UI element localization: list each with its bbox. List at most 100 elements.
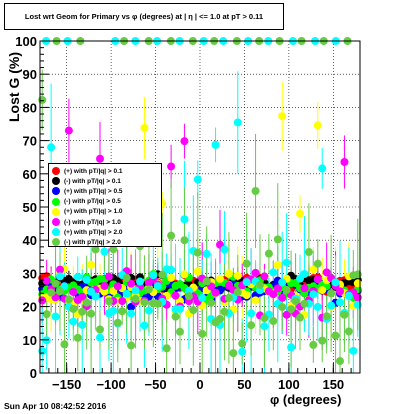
y-tick-label: 40 bbox=[23, 233, 37, 248]
legend-marker bbox=[52, 197, 60, 206]
legend-marker bbox=[52, 207, 60, 216]
data-point bbox=[287, 305, 296, 314]
data-point bbox=[247, 309, 256, 318]
data-point bbox=[220, 245, 229, 254]
data-point bbox=[73, 333, 82, 342]
data-point bbox=[118, 297, 127, 306]
data-point bbox=[176, 304, 184, 313]
data-point bbox=[113, 282, 122, 291]
data-point bbox=[109, 245, 118, 254]
legend-entry: (+) with pT/|q| > 1.0 bbox=[52, 207, 158, 217]
legend-marker bbox=[52, 228, 60, 237]
data-point bbox=[313, 259, 322, 268]
data-point bbox=[153, 299, 162, 308]
data-point bbox=[198, 293, 207, 302]
legend-label: (+) with pT/|q| > 1.0 bbox=[64, 208, 123, 216]
data-point bbox=[167, 162, 176, 171]
axis-ticks: 0 10 20 30 40 50 60 70 80 90 100 −150 −100 −50 0 50 100 1… bbox=[15, 34, 361, 392]
data-point bbox=[109, 306, 118, 315]
data-point bbox=[158, 270, 167, 279]
data-point bbox=[318, 286, 327, 295]
legend-marker bbox=[52, 167, 60, 176]
data-point bbox=[144, 306, 153, 315]
data-point bbox=[220, 307, 229, 316]
data-point bbox=[269, 317, 278, 326]
data-point bbox=[273, 235, 282, 244]
data-point bbox=[313, 121, 322, 130]
data-point bbox=[202, 249, 211, 258]
legend-entry: (-) with pT/|q| > 2.0 bbox=[52, 237, 158, 247]
data-point bbox=[296, 313, 304, 322]
legend-label: (+) with pT/|q| > 2.0 bbox=[64, 228, 123, 236]
data-point bbox=[344, 291, 353, 300]
data-point bbox=[202, 277, 211, 286]
data-point bbox=[353, 293, 362, 302]
data-point bbox=[171, 312, 180, 321]
data-point bbox=[287, 343, 296, 352]
data-point bbox=[344, 327, 353, 336]
data-point bbox=[78, 320, 87, 329]
legend-label: (-) with pT/|q| > 0.1 bbox=[64, 177, 121, 185]
data-point bbox=[118, 307, 127, 316]
data-point bbox=[340, 310, 349, 319]
data-point bbox=[300, 284, 309, 293]
x-axis-label: φ (degrees) bbox=[270, 392, 342, 407]
y-tick-label: 20 bbox=[23, 300, 37, 315]
data-point bbox=[278, 303, 287, 312]
data-point bbox=[327, 289, 336, 298]
data-point bbox=[78, 292, 87, 301]
data-point bbox=[87, 260, 96, 269]
data-point bbox=[278, 278, 287, 287]
data-point bbox=[211, 140, 220, 149]
data-point bbox=[47, 288, 56, 297]
legend-entry: (+) with pT/|q| > 2.0 bbox=[52, 227, 158, 237]
y-tick-label: 60 bbox=[23, 167, 37, 182]
data-point bbox=[153, 282, 162, 291]
data-point bbox=[340, 157, 349, 166]
data-point bbox=[313, 302, 322, 311]
data-point bbox=[180, 215, 189, 224]
data-point bbox=[296, 209, 304, 218]
data-point bbox=[322, 312, 331, 321]
data-point bbox=[353, 300, 362, 309]
data-point bbox=[87, 309, 96, 318]
data-point bbox=[184, 286, 193, 295]
x-tick-label: 100 bbox=[278, 377, 300, 392]
data-point bbox=[251, 268, 260, 277]
y-tick-label: 100 bbox=[15, 34, 37, 49]
data-point bbox=[127, 341, 136, 350]
data-point bbox=[238, 347, 247, 356]
data-point bbox=[238, 339, 247, 348]
data-point bbox=[180, 236, 189, 245]
data-point bbox=[162, 344, 171, 353]
data-point bbox=[309, 265, 318, 274]
legend-marker bbox=[52, 238, 60, 247]
data-point bbox=[282, 310, 291, 319]
data-point bbox=[184, 292, 193, 301]
data-point bbox=[336, 298, 344, 307]
data-point bbox=[176, 327, 184, 336]
data-point bbox=[198, 329, 207, 338]
data-point bbox=[171, 291, 180, 300]
legend-entry: (+) with pT/|q| > 0.5 bbox=[52, 186, 158, 196]
data-point bbox=[113, 318, 122, 327]
data-point bbox=[193, 267, 202, 276]
y-tick-label: 80 bbox=[23, 100, 37, 115]
x-tick-label: −150 bbox=[52, 377, 81, 392]
data-point bbox=[149, 271, 158, 280]
data-point bbox=[331, 331, 340, 340]
data-point bbox=[216, 314, 224, 323]
x-tick-label: 150 bbox=[322, 377, 344, 392]
data-point bbox=[82, 298, 91, 307]
data-point bbox=[38, 347, 47, 356]
data-point bbox=[64, 126, 73, 135]
data-point bbox=[349, 346, 358, 355]
data-point bbox=[42, 310, 51, 319]
data-point bbox=[336, 357, 344, 366]
data-point bbox=[251, 296, 260, 305]
legend-label: (+) with pT/|q| > 0.1 bbox=[64, 167, 123, 175]
data-point bbox=[127, 309, 136, 318]
data-point bbox=[327, 301, 336, 310]
legend-entry: (-) with pT/|q| > 1.0 bbox=[52, 217, 158, 227]
data-point bbox=[180, 137, 189, 146]
